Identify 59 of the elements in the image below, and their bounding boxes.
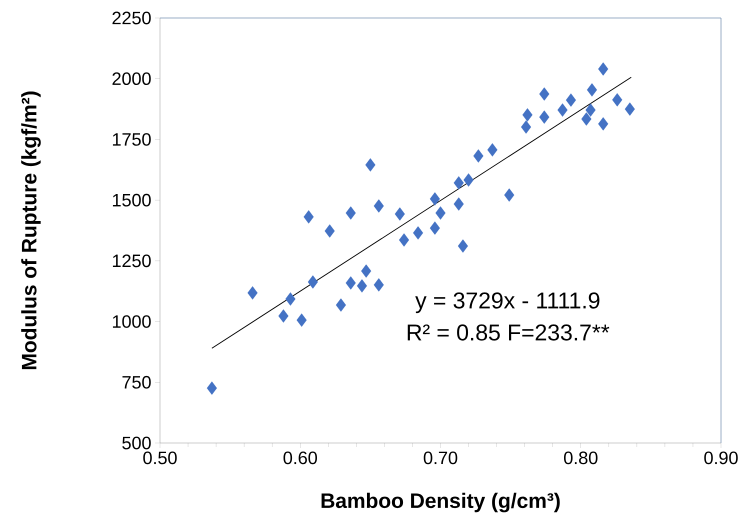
y-axis-title: Modulus of Rupture (kgf/m²) (21, 92, 41, 370)
point (398, 233, 410, 247)
x-tick-label: 0.90 (704, 452, 738, 464)
point (356, 279, 368, 293)
y-tick-label: 750 (122, 376, 151, 389)
point (520, 120, 532, 134)
point (336, 298, 346, 312)
point (624, 102, 635, 116)
point (585, 103, 596, 117)
x-tick-label: 0.80 (564, 452, 598, 464)
point (346, 206, 356, 220)
point (304, 210, 314, 224)
point (458, 239, 468, 253)
point (365, 158, 376, 172)
point (612, 93, 622, 107)
point (566, 93, 576, 107)
point (454, 197, 464, 211)
x-axis-title: Bamboo Density (g/cm³) (322, 492, 560, 512)
y-tick-label: 1500 (112, 194, 151, 206)
y-tick-label: 2000 (112, 72, 151, 86)
point (539, 110, 550, 124)
y-tick-label: 1000 (112, 315, 151, 328)
point (278, 309, 288, 323)
point (374, 199, 384, 213)
point (247, 286, 258, 300)
annotation: y = 3729x - 1111.9 (415, 292, 600, 314)
point (296, 313, 307, 327)
y-tick-label: 1750 (112, 133, 151, 146)
point (586, 83, 598, 97)
point (324, 224, 335, 238)
point (473, 149, 484, 163)
point (598, 62, 608, 76)
x-tick-label: 0.50 (143, 452, 177, 464)
point (206, 381, 217, 395)
point (522, 108, 533, 122)
point (346, 276, 356, 290)
point (435, 206, 446, 220)
y-tick-label: 1250 (112, 254, 151, 268)
point (463, 173, 474, 187)
point (598, 117, 608, 131)
point (430, 221, 440, 235)
point (412, 226, 424, 240)
point (394, 207, 405, 221)
x-tick-label: 0.60 (284, 452, 318, 464)
point (504, 188, 514, 202)
point (430, 192, 440, 206)
point (454, 176, 464, 190)
point (557, 103, 568, 117)
point (539, 87, 550, 101)
point (581, 112, 592, 126)
point (487, 143, 498, 157)
point (308, 275, 318, 289)
x-tick-label: 0.70 (424, 452, 458, 464)
y-tick-label: 2250 (112, 12, 151, 24)
point (374, 278, 384, 292)
point (361, 264, 372, 278)
y-tick-label: 500 (122, 436, 151, 450)
point (285, 292, 296, 306)
annotation: R² = 0.85 F=233.7** (408, 324, 610, 341)
